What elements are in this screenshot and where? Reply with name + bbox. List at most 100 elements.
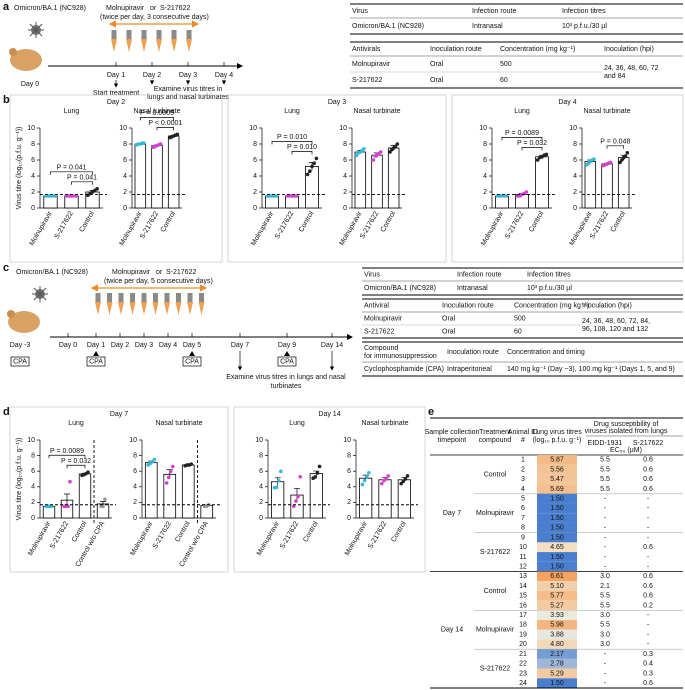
data-point (101, 504, 105, 509)
y-tick-label: 8 (31, 452, 35, 459)
y-tick-label: 2 (259, 499, 263, 506)
table-cell: 3 (521, 476, 525, 483)
x-tick-label: Molnupiravir (344, 520, 369, 557)
table-cell: S-217622 (480, 665, 510, 672)
data-point (367, 470, 371, 475)
titre-cell (537, 629, 577, 640)
syringe (176, 293, 181, 302)
data-point (189, 462, 194, 466)
titre-cell (537, 474, 577, 485)
data-point (384, 477, 388, 481)
table-cell: 9 (521, 534, 525, 541)
bar (371, 154, 383, 209)
syringe-needle (198, 302, 205, 315)
day-label: Day 2 (111, 342, 129, 349)
table-cell: - (647, 505, 650, 512)
table-cell: 5.5 (600, 476, 610, 483)
x-tick-label: Molnupiravir (119, 210, 144, 247)
chart-title: Nasal turbinate (583, 108, 630, 115)
bar (43, 195, 58, 209)
table-header: Concentration (mg kg⁻¹) (514, 302, 589, 309)
bar (151, 145, 163, 209)
titre-cell (537, 658, 577, 669)
table-cell: 0.6 (643, 593, 653, 600)
table-cell: 2 (521, 466, 525, 473)
titre-cell (537, 542, 577, 553)
data-point (364, 474, 369, 479)
bar (42, 505, 56, 519)
table-cell: 5.10 (550, 583, 564, 590)
data-point (95, 187, 99, 191)
chart-title: Nasal turbinate (353, 108, 400, 115)
chart-title: Nasal turbinate (155, 420, 202, 427)
syringe-needle (129, 302, 136, 315)
table-header: Virus (364, 271, 380, 278)
cpa-label: CPA (89, 358, 103, 365)
titre-cell (537, 678, 577, 688)
table-cell: 1.50 (550, 554, 564, 561)
table-cell: 3.88 (550, 631, 564, 638)
significance-bracket (271, 141, 313, 145)
table-header: Inoculation (hpi) (604, 46, 654, 53)
data-point (312, 161, 317, 165)
table-cell: 6.61 (550, 573, 564, 580)
table-cell: 4 (521, 486, 525, 493)
p-value: P = 0.032 (61, 458, 91, 465)
syringe (199, 293, 204, 302)
y-tick-label: 10 (27, 437, 35, 444)
data-point (317, 464, 322, 469)
bar (584, 161, 597, 209)
x-tick-label: Control (302, 520, 320, 543)
table-cell: 7 (521, 515, 525, 522)
table-cell: 0.6 (643, 486, 653, 493)
table-cell: - (604, 544, 607, 551)
syringe-needle (95, 302, 101, 315)
syringe (107, 293, 112, 302)
y-tick-label: 2 (573, 189, 577, 196)
day-label: Day 3 (135, 342, 153, 349)
cpa-box (10, 356, 30, 367)
syringe (187, 293, 193, 302)
y-tick-label: 0 (573, 205, 577, 212)
table-cell: 4.80 (550, 641, 564, 648)
table-cell: 2.1 (600, 583, 610, 590)
table-header: S-217622 (633, 440, 663, 447)
bar (495, 195, 509, 209)
y-tick-label: 8 (347, 452, 351, 459)
data-point (294, 499, 298, 503)
y-tick-label: 6 (133, 468, 137, 475)
data-point (315, 471, 320, 475)
data-point (103, 497, 107, 502)
cpa-marker (189, 351, 195, 356)
data-point (298, 474, 302, 479)
y-tick-label: 0 (123, 205, 127, 212)
cpa-label: CPA (185, 358, 199, 365)
syringe-needle (126, 39, 132, 52)
syringe-needle (171, 39, 177, 52)
y-tick-label: 8 (133, 452, 137, 459)
y-tick-label: 2 (123, 189, 127, 196)
table-cell: 17 (519, 612, 527, 619)
table-cell: 0.6 (643, 466, 653, 473)
x-tick-label: S-217622 (274, 210, 295, 240)
y-tick-label: 10 (249, 125, 257, 132)
titre-cell (537, 503, 577, 514)
titre-cell (537, 571, 577, 582)
bar (265, 195, 279, 209)
data-point (380, 481, 384, 486)
data-point (152, 457, 157, 462)
table-cell: - (647, 554, 650, 561)
y-tick-label: 0 (259, 515, 263, 522)
table-cell: 1.50 (550, 563, 564, 570)
syringe-needle (111, 39, 117, 52)
data-point (405, 474, 410, 478)
syringe-needle (187, 302, 193, 315)
day-label: Day -3 (10, 342, 31, 349)
table-cell: Molnupiravir (476, 510, 515, 517)
titre-cell (537, 610, 577, 621)
table-cell: 5.47 (550, 476, 564, 483)
table-cell: Oral (442, 328, 456, 335)
syringe-needle (175, 302, 182, 315)
x-tick-label: Molnupiravir (29, 210, 54, 247)
y-axis-label: Virus titre (log₁₀(p.f.u. g⁻¹)) (16, 127, 23, 210)
